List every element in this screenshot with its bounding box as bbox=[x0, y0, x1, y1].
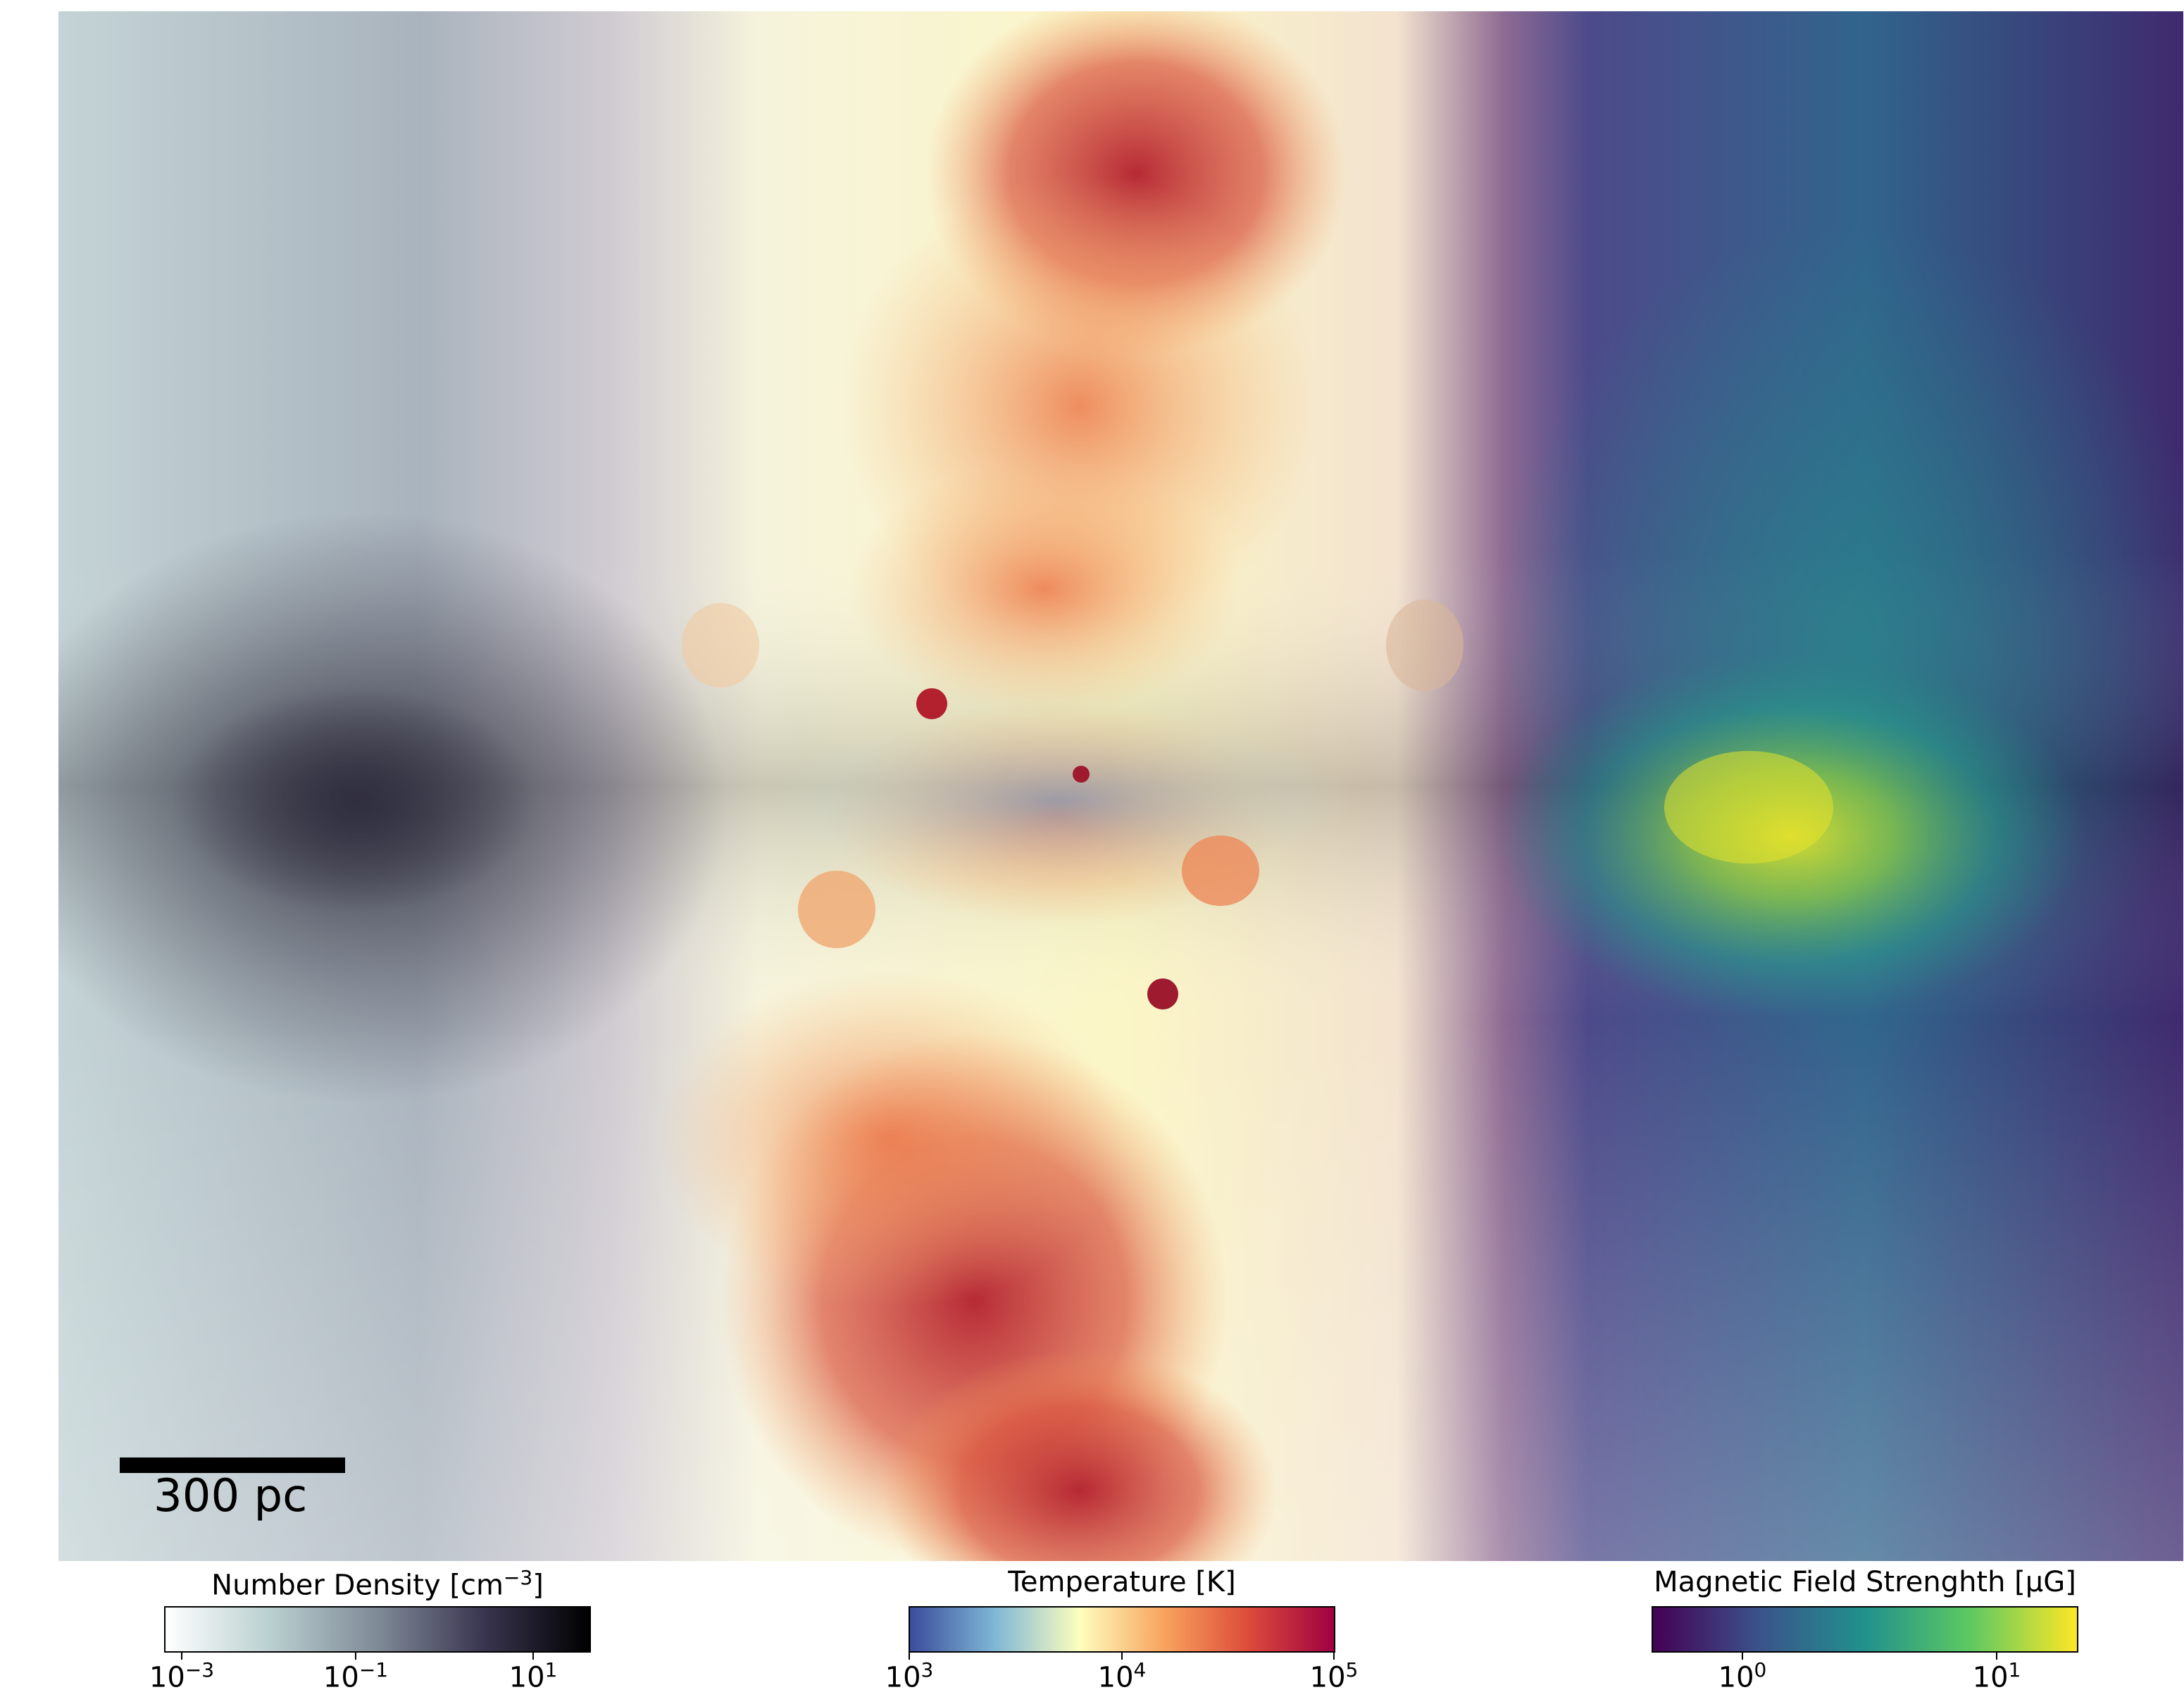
tick-label-density-1: 10−3 bbox=[149, 1658, 215, 1694]
colorbar-title-magnetic-field: Magnetic Field Strenghth [μG] bbox=[1654, 1566, 2076, 1598]
tick-mark bbox=[1996, 1653, 1997, 1660]
warm-region-upper bbox=[847, 462, 1242, 716]
tick-label-temperature-2: 104 bbox=[1097, 1658, 1147, 1694]
colorbar-gradient-magnetic-field bbox=[1652, 1606, 2078, 1653]
colorbar-gradient-temperature bbox=[909, 1606, 1335, 1653]
warm-region-bottom bbox=[657, 969, 1122, 1307]
simulation-image bbox=[58, 11, 2183, 1561]
warm-bubble-3 bbox=[1386, 599, 1464, 691]
warm-bubble-2 bbox=[682, 603, 759, 688]
tick-label-density-3: 101 bbox=[508, 1658, 558, 1694]
tick-label-magnetic-1: 100 bbox=[1718, 1658, 1767, 1694]
tick-mark bbox=[1121, 1653, 1123, 1660]
hot-region-bottom-2 bbox=[882, 1350, 1277, 1561]
mag-peak bbox=[1664, 751, 1833, 864]
tick-label-density-2: 10−1 bbox=[323, 1658, 389, 1694]
hot-bubble-3 bbox=[1073, 766, 1090, 783]
tick-mark bbox=[355, 1653, 356, 1660]
tick-label-magnetic-2: 101 bbox=[1972, 1658, 2021, 1694]
warm-bubble-1 bbox=[798, 871, 875, 948]
warm-bubble-4 bbox=[1182, 835, 1259, 906]
colorbar-title-number-density: Number Density [cm−3] bbox=[211, 1566, 544, 1602]
colorbar-title-temperature: Temperature [K] bbox=[1008, 1566, 1236, 1598]
hot-bubble-1 bbox=[916, 688, 947, 719]
cold-midplane bbox=[763, 716, 1354, 885]
colorbar-gradient-number-density bbox=[164, 1606, 591, 1653]
scale-bar bbox=[120, 1457, 345, 1473]
tick-label-temperature-3: 105 bbox=[1309, 1658, 1359, 1694]
scale-bar-label: 300 pc bbox=[154, 1470, 308, 1522]
tick-mark bbox=[909, 1653, 910, 1660]
tick-mark bbox=[532, 1653, 534, 1660]
hot-bubble-2 bbox=[1147, 978, 1178, 1009]
tick-mark bbox=[181, 1653, 182, 1660]
tick-mark bbox=[1333, 1653, 1335, 1660]
tick-label-temperature-1: 103 bbox=[885, 1658, 934, 1694]
density-core-inner bbox=[171, 688, 537, 913]
tick-mark bbox=[1742, 1653, 1743, 1660]
